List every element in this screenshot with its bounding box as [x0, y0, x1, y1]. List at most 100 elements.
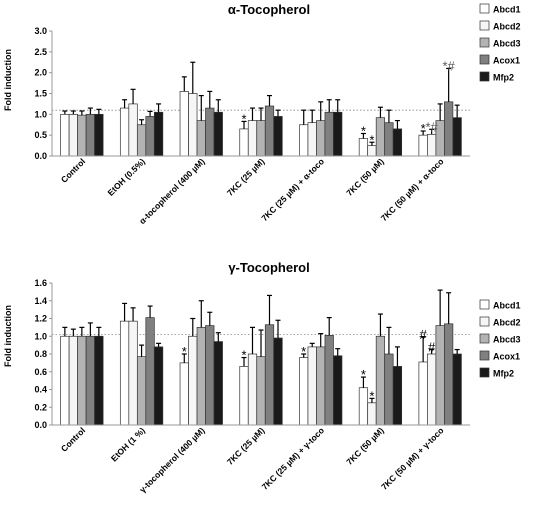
- bar-mfp2-5: [392, 366, 403, 426]
- legend-swatch-abcd2: [479, 20, 490, 31]
- bar-acox1-0: [85, 335, 95, 426]
- bar-abcd2-2: [188, 335, 198, 426]
- bar-abcd1-4: [299, 357, 309, 426]
- x-category-label: Control: [59, 425, 87, 453]
- significance-marker: *#: [425, 119, 438, 134]
- bar-abcd3-0: [77, 335, 87, 426]
- y-tick-label: 0.8: [34, 349, 47, 359]
- y-tick-label: 3.0: [34, 26, 47, 36]
- bar-abcd2-3: [247, 353, 258, 426]
- x-category-label: EtOH (0.5%): [106, 156, 148, 198]
- bar-abcd2-4: [307, 346, 317, 426]
- legend-swatch-abcd3: [479, 333, 490, 344]
- bar-abcd1-3: [239, 366, 249, 426]
- gamma-tocopherol-chart: γ-Tocopherol Fold induction 0.0 0.2 0.4 0.6…: [3, 260, 521, 495]
- significance-marker: #: [428, 340, 436, 355]
- significance-marker: *: [241, 348, 246, 363]
- bar-acox1-1: [145, 116, 155, 157]
- bar-abcd3-6: [435, 325, 445, 426]
- bar-abcd2-6: [427, 353, 437, 426]
- bar-abcd1-6: [418, 361, 428, 426]
- bar-abcd2-4: [307, 122, 317, 157]
- legend-swatch-abcd3: [479, 37, 490, 48]
- bar-abcd3-5: [375, 335, 386, 426]
- bar-abcd1-5: [358, 138, 369, 157]
- bar-abcd2-3: [247, 120, 258, 157]
- x-category-label: 7KC (50 µM): [344, 156, 386, 198]
- x-category-label: 7KC (50 µM) + α-toco: [379, 156, 446, 223]
- x-category-label: 7KC (25 µM): [225, 156, 267, 198]
- bar-mfp2-0: [94, 335, 104, 426]
- y-tick-label: 0.6: [34, 367, 47, 377]
- bar-abcd1-6: [418, 134, 428, 157]
- x-category-label: 7KC (50 µM) + γ-toco: [379, 425, 445, 491]
- bar-mfp2-3: [273, 337, 283, 426]
- significance-marker: #: [420, 327, 428, 342]
- bar-acox1-2: [205, 325, 215, 426]
- x-category-label: 7KC (50 µM): [344, 425, 386, 467]
- y-axis-label: Fold induction: [3, 305, 13, 367]
- bar-acox1-5: [384, 353, 394, 426]
- y-tick-label: 1.0: [34, 331, 47, 341]
- y-axis-label: Fold induction: [3, 49, 13, 111]
- bar-abcd3-1: [136, 124, 147, 157]
- x-category-label: γ-tocopherol (400 µM): [137, 425, 206, 494]
- bar-abcd1-1: [119, 320, 130, 426]
- bar-abcd2-0: [68, 335, 78, 426]
- chart-title: γ-Tocopherol: [228, 260, 309, 275]
- bar-mfp2-3: [273, 116, 283, 157]
- y-tick-label: 2.0: [34, 68, 47, 78]
- y-tick-label: 0.0: [34, 151, 47, 161]
- x-category-label: 7KC (25 µM) + α-toco: [259, 156, 326, 223]
- significance-marker: *: [369, 388, 374, 403]
- y-tick-label: 0.2: [34, 402, 47, 412]
- bar-abcd1-0: [60, 113, 70, 157]
- bar-abcd2-0: [68, 113, 78, 157]
- bar-acox1-4: [324, 111, 334, 157]
- bar-abcd1-4: [299, 124, 309, 157]
- bar-mfp2-5: [392, 128, 403, 157]
- y-tick-label: 2.5: [34, 47, 47, 57]
- bar-mfp2-1: [153, 111, 164, 157]
- bar-abcd2-1: [128, 320, 138, 426]
- bar-abcd3-5: [375, 117, 386, 157]
- bar-abcd1-5: [358, 387, 369, 426]
- bar-acox1-2: [205, 107, 215, 157]
- bar-abcd1-3: [239, 128, 249, 157]
- legend-label-abcd2: Abcd2: [493, 22, 521, 32]
- y-tick-label: 1.6: [34, 278, 47, 288]
- bar-acox1-3: [264, 324, 275, 426]
- legend-label-acox1: Acox1: [493, 56, 520, 66]
- significance-marker: *: [182, 344, 187, 359]
- x-category-label: 7KC (25 µM) + γ-toco: [260, 425, 326, 491]
- chart-title: α-Tocopherol: [228, 2, 310, 17]
- x-category-label: EtOH (1 %): [109, 425, 147, 463]
- significance-marker: *: [301, 344, 306, 359]
- bar-acox1-5: [384, 122, 394, 157]
- legend-label-acox1: Acox1: [493, 352, 520, 362]
- bar-acox1-3: [264, 105, 275, 157]
- significance-marker: *#: [442, 59, 455, 74]
- significance-marker: *: [361, 367, 366, 382]
- bar-acox1-0: [85, 113, 95, 157]
- legend-label-mfp2: Mfp2: [493, 369, 514, 379]
- bar-abcd3-2: [196, 327, 206, 426]
- y-tick-label: 0.5: [34, 130, 47, 140]
- bar-abcd3-3: [256, 120, 266, 157]
- significance-marker: *: [369, 132, 374, 147]
- bar-abcd2-2: [188, 93, 198, 157]
- legend-label-abcd3: Abcd3: [493, 39, 521, 49]
- significance-marker: *: [421, 121, 426, 136]
- bar-abcd2-6: [427, 133, 437, 157]
- y-tick-label: 1.5: [34, 89, 47, 99]
- legend-label-abcd1: Abcd1: [493, 5, 521, 15]
- y-tick-label: 1.0: [34, 109, 47, 119]
- legend-swatch-acox1: [479, 350, 490, 361]
- bar-mfp2-2: [213, 341, 223, 426]
- legend-label-abcd3: Abcd3: [493, 335, 521, 345]
- legend-swatch-mfp2: [479, 71, 490, 82]
- bar-abcd1-2: [179, 91, 189, 157]
- bar-abcd2-1: [128, 103, 138, 157]
- bar-acox1-4: [324, 335, 334, 426]
